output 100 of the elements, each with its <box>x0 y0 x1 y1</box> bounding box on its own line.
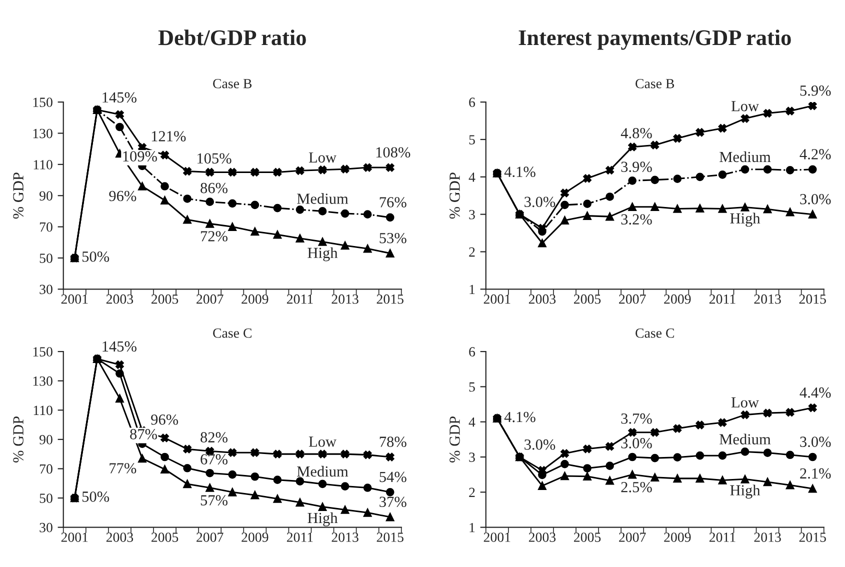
data-label: 109% <box>123 151 157 162</box>
data-label: 3.0% <box>621 438 652 448</box>
y-tick-label: 6 <box>469 98 476 108</box>
y-tick-label: 90 <box>40 191 52 201</box>
chart-title: Debt/GDP ratio <box>158 30 306 46</box>
y-tick-label: 5 <box>469 135 475 144</box>
data-label: 82% <box>200 432 228 443</box>
x-tick-label: 2013 <box>332 532 358 542</box>
x-tick-label: 2007 <box>196 532 224 542</box>
series-label: High <box>730 212 760 227</box>
y-tick-label: 3 <box>469 452 475 462</box>
x-tick-label: 2007 <box>196 294 224 304</box>
chart-subtitle: Case B <box>213 78 252 88</box>
data-label: 53% <box>380 232 406 244</box>
x-tick-label: 2007 <box>619 532 646 542</box>
data-label: 86% <box>200 182 228 194</box>
data-label: 4.4% <box>800 387 831 398</box>
chart-subtitle: Case B <box>636 78 674 88</box>
data-label: 54% <box>380 472 406 482</box>
x-tick-label: 2009 <box>242 294 268 304</box>
x-tick-label: 2011 <box>709 532 736 542</box>
y-tick-label: 2 <box>469 247 475 257</box>
y-tick-label: 110 <box>34 160 52 170</box>
y-tick-label: 130 <box>33 376 52 386</box>
data-label: 3.0% <box>800 194 831 204</box>
series-label: Low <box>308 152 336 163</box>
x-tick-label: 2009 <box>664 532 691 542</box>
series-label: Medium <box>720 151 771 162</box>
y-axis-title: % GDP <box>450 172 460 219</box>
x-tick-label: 2005 <box>574 532 601 542</box>
data-label: 50% <box>82 252 110 262</box>
data-label: 2.1% <box>800 468 831 479</box>
data-label: 4.8% <box>620 128 652 138</box>
data-label: 145% <box>102 341 136 352</box>
data-label: 3.9% <box>621 162 652 172</box>
y-tick-label: 90 <box>40 435 52 444</box>
y-axis-title: % GDP <box>13 416 24 462</box>
data-label: 78% <box>380 436 406 448</box>
data-label: 37% <box>380 496 406 508</box>
x-tick-label: 2003 <box>106 294 134 304</box>
y-axis-title: % GDP <box>13 172 24 219</box>
x-tick-label: 2003 <box>106 532 134 542</box>
data-label: 108% <box>376 147 410 158</box>
y-tick-label: 130 <box>33 128 52 138</box>
data-label: 87% <box>130 429 157 440</box>
x-tick-label: 2005 <box>151 532 178 542</box>
x-tick-label: 2001 <box>484 532 510 542</box>
data-label: 96% <box>151 414 178 425</box>
y-tick-label: 150 <box>33 98 52 108</box>
data-label: 121% <box>152 131 186 142</box>
chart-subtitle: Case C <box>213 328 252 338</box>
y-tick-label: 1 <box>470 522 475 532</box>
data-label: 3.0% <box>800 436 831 448</box>
data-label: 4.2% <box>800 149 831 160</box>
chart-title: Interest payments/GDP ratio <box>518 30 791 50</box>
y-tick-label: 5 <box>469 382 475 392</box>
data-label: 4.1% <box>504 412 536 422</box>
y-tick-label: 4 <box>468 418 476 427</box>
x-tick-label: 2005 <box>574 294 601 304</box>
x-tick-label: 2005 <box>151 294 178 304</box>
y-tick-label: 70 <box>40 222 52 232</box>
y-tick-label: 4 <box>468 172 476 182</box>
y-axis-title: % GDP <box>450 416 460 462</box>
series-label: Medium <box>297 466 348 477</box>
x-tick-label: 2009 <box>664 294 691 304</box>
series-label: Medium <box>720 434 771 444</box>
series-label: Low <box>731 101 759 112</box>
data-label: 4.1% <box>504 166 536 178</box>
y-tick-label: 50 <box>40 254 52 263</box>
series-label: Medium <box>297 193 348 204</box>
y-tick-label: 70 <box>40 464 52 474</box>
x-tick-label: 2011 <box>286 294 313 304</box>
data-label: 77% <box>110 463 136 474</box>
data-label: 3.2% <box>621 214 652 225</box>
data-label: 76% <box>380 197 406 208</box>
series-label: High <box>308 512 338 526</box>
y-tick-label: 30 <box>40 522 52 532</box>
series-label: High <box>308 247 338 262</box>
data-label: 3.0% <box>524 439 556 450</box>
data-label: 3.7% <box>621 413 652 424</box>
x-tick-label: 2003 <box>528 294 556 304</box>
data-label: 145% <box>102 92 136 103</box>
y-tick-label: 1 <box>470 284 475 294</box>
x-tick-label: 2015 <box>376 532 404 542</box>
x-tick-label: 2007 <box>619 294 646 304</box>
x-tick-label: 2015 <box>376 294 404 304</box>
x-tick-label: 2013 <box>754 532 781 542</box>
series-label: Low <box>308 436 336 447</box>
x-tick-label: 2001 <box>61 294 88 304</box>
data-label: 96% <box>109 190 136 202</box>
data-label: 72% <box>201 231 228 242</box>
x-tick-label: 2011 <box>286 532 313 542</box>
data-label: 105% <box>198 153 232 164</box>
data-label: 67% <box>200 454 228 465</box>
x-tick-label: 2003 <box>528 532 556 542</box>
x-tick-label: 2013 <box>754 294 781 304</box>
data-label: 5.9% <box>800 85 831 96</box>
y-tick-label: 2 <box>469 488 475 497</box>
data-label: 3.0% <box>524 196 556 208</box>
x-tick-label: 2001 <box>484 294 510 304</box>
